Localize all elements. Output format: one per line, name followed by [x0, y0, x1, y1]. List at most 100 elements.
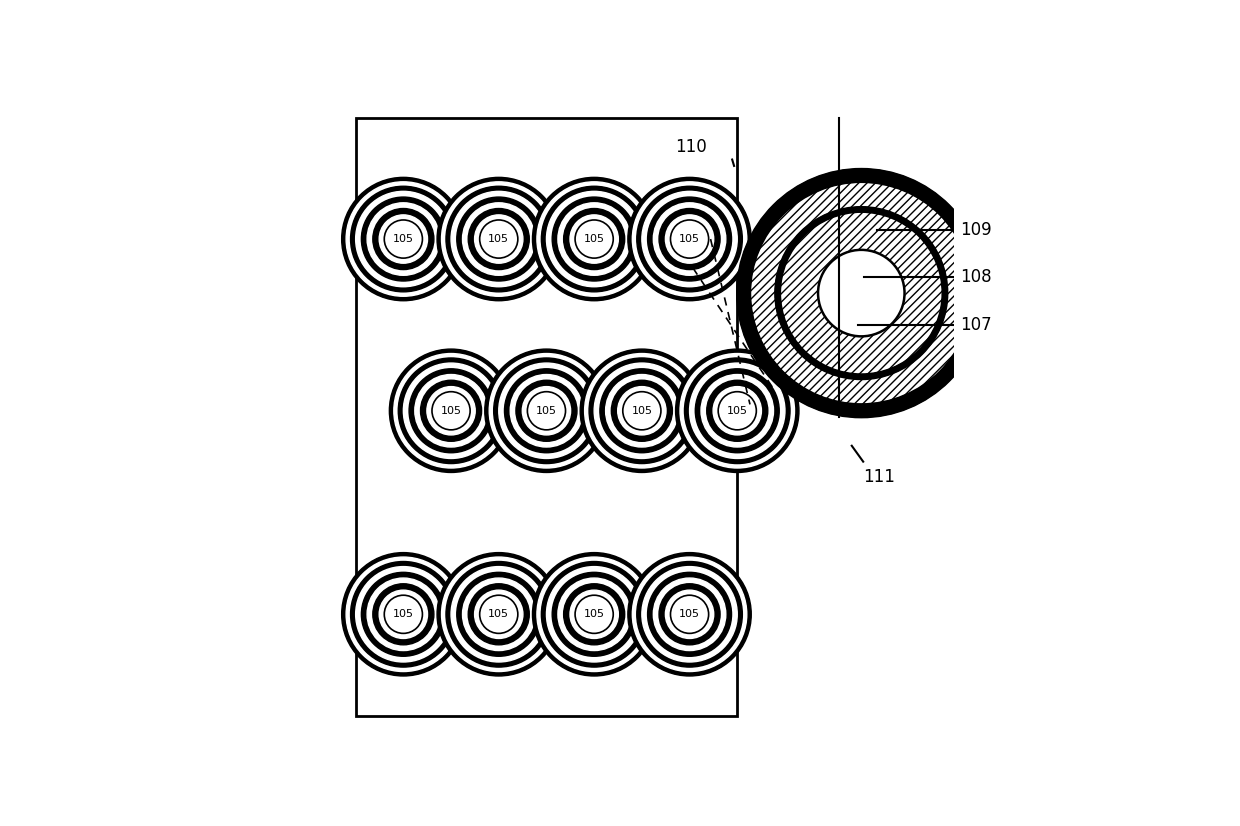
Circle shape [637, 186, 743, 292]
Circle shape [351, 562, 456, 667]
Circle shape [361, 197, 445, 281]
Circle shape [570, 215, 619, 263]
Circle shape [469, 584, 529, 645]
Circle shape [490, 354, 604, 468]
Circle shape [505, 368, 589, 453]
Circle shape [342, 178, 465, 301]
Circle shape [552, 572, 636, 657]
Circle shape [707, 380, 768, 441]
Circle shape [627, 178, 751, 301]
Circle shape [516, 380, 577, 441]
Text: 111: 111 [863, 468, 895, 486]
Circle shape [558, 203, 630, 275]
Circle shape [637, 562, 743, 667]
Circle shape [552, 197, 636, 281]
Circle shape [689, 363, 785, 458]
Circle shape [632, 557, 746, 672]
Circle shape [642, 567, 738, 662]
Circle shape [611, 380, 672, 441]
Text: 105: 105 [584, 610, 605, 620]
Circle shape [494, 358, 599, 463]
Circle shape [680, 354, 795, 468]
Text: 105: 105 [631, 406, 652, 415]
Circle shape [463, 203, 534, 275]
Circle shape [394, 354, 508, 468]
Circle shape [436, 178, 560, 301]
Circle shape [342, 553, 465, 676]
Circle shape [356, 192, 451, 287]
Circle shape [622, 392, 661, 430]
Circle shape [647, 197, 732, 281]
Circle shape [351, 186, 456, 292]
Circle shape [441, 557, 556, 672]
Circle shape [475, 590, 523, 638]
Circle shape [537, 182, 651, 297]
Circle shape [676, 349, 799, 472]
Bar [356, 118, 738, 716]
Circle shape [446, 186, 552, 292]
Circle shape [373, 208, 434, 269]
Circle shape [384, 220, 423, 258]
Text: 105: 105 [393, 234, 414, 244]
Circle shape [780, 211, 942, 374]
Circle shape [469, 208, 529, 269]
Circle shape [666, 590, 714, 638]
Circle shape [671, 220, 708, 258]
Circle shape [684, 358, 790, 463]
Circle shape [420, 380, 481, 441]
Circle shape [384, 596, 423, 634]
Circle shape [542, 562, 647, 667]
Circle shape [575, 596, 614, 634]
Circle shape [658, 584, 720, 645]
Circle shape [379, 590, 428, 638]
Text: 105: 105 [727, 406, 748, 415]
Circle shape [485, 349, 608, 472]
Circle shape [647, 572, 732, 657]
Circle shape [653, 203, 725, 275]
Circle shape [441, 182, 556, 297]
Circle shape [542, 186, 647, 292]
Circle shape [415, 374, 487, 447]
Circle shape [532, 178, 656, 301]
Circle shape [522, 387, 570, 435]
Circle shape [537, 557, 651, 672]
Circle shape [367, 578, 440, 651]
Circle shape [775, 207, 947, 379]
Circle shape [379, 215, 428, 263]
Circle shape [427, 387, 475, 435]
Circle shape [750, 182, 972, 405]
Circle shape [432, 392, 470, 430]
Circle shape [658, 208, 720, 269]
Circle shape [373, 584, 434, 645]
Circle shape [451, 567, 547, 662]
Circle shape [409, 368, 494, 453]
Circle shape [701, 374, 774, 447]
Circle shape [475, 215, 523, 263]
Circle shape [451, 192, 547, 287]
Circle shape [671, 596, 708, 634]
Circle shape [627, 553, 751, 676]
Circle shape [713, 387, 761, 435]
Circle shape [463, 578, 534, 651]
Circle shape [605, 374, 678, 447]
Text: 105: 105 [536, 406, 557, 415]
Circle shape [580, 349, 703, 472]
Text: 105: 105 [584, 234, 605, 244]
Circle shape [346, 557, 460, 672]
Text: 110: 110 [675, 139, 707, 156]
Circle shape [564, 208, 625, 269]
Text: 108: 108 [960, 268, 992, 286]
Circle shape [527, 392, 565, 430]
Circle shape [594, 363, 689, 458]
Circle shape [558, 578, 630, 651]
Circle shape [618, 387, 666, 435]
Text: 105: 105 [393, 610, 414, 620]
Text: 105: 105 [440, 406, 461, 415]
Circle shape [389, 349, 513, 472]
Circle shape [780, 211, 942, 374]
Circle shape [547, 567, 642, 662]
Text: 105: 105 [489, 610, 510, 620]
Circle shape [346, 182, 460, 297]
Circle shape [547, 192, 642, 287]
Circle shape [361, 572, 445, 657]
